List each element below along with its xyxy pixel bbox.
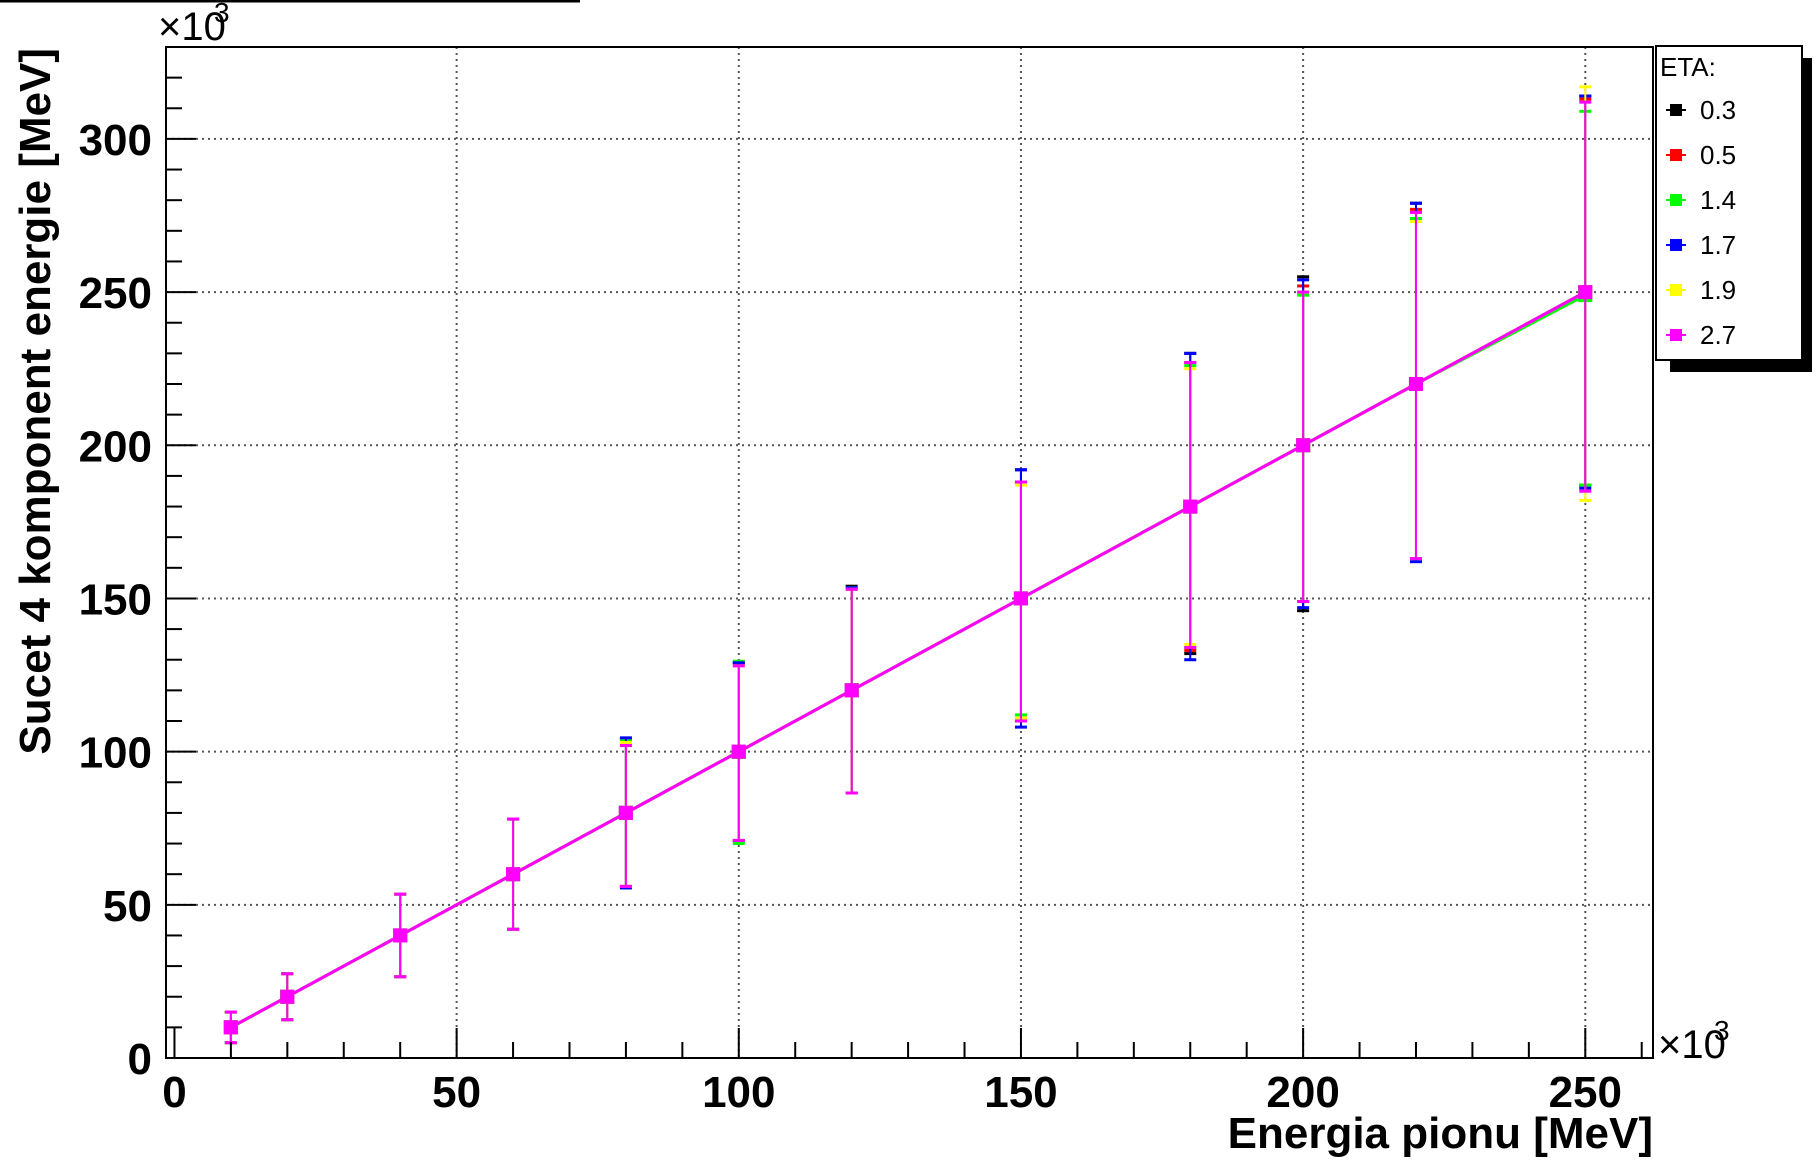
data-point (506, 867, 521, 882)
x-axis-title: Energia pionu [MeV] (1228, 1109, 1653, 1158)
series-0.5 (223, 97, 1593, 1045)
series-line (230, 290, 1586, 1029)
legend-entry: 1.7 (1666, 230, 1736, 260)
data-point (1408, 377, 1423, 391)
legend-entry: 1.9 (1666, 275, 1736, 305)
data-point (844, 683, 859, 698)
data-point (1578, 285, 1593, 300)
y-axis-multiplier: ×10 3 (158, 0, 230, 49)
legend-entry: 2.7 (1666, 320, 1736, 350)
series-0.3 (223, 94, 1593, 1045)
x-tick-label: 0 (162, 1068, 186, 1117)
series-layer (223, 85, 1593, 1045)
y-tick-label: 100 (79, 729, 152, 778)
y-tick-label: 250 (79, 269, 152, 318)
legend-label: 2.7 (1700, 320, 1736, 350)
y-tick-label: 300 (79, 116, 152, 165)
plot-frame (165, 46, 1654, 1059)
legend-title: ETA: (1660, 52, 1716, 82)
legend-entries: 0.3 0.5 1.4 1.7 1.9 2.7 (1666, 95, 1736, 350)
x-axis-multiplier: ×10 3 (1658, 1015, 1730, 1067)
legend-marker (1670, 239, 1682, 251)
legend-entry: 1.4 (1666, 185, 1736, 215)
svg-text:×10: ×10 (158, 5, 226, 49)
legend: ETA: 0.3 0.5 1.4 1.7 1.9 2.7 (1655, 45, 1812, 372)
legend-label: 0.5 (1700, 140, 1736, 170)
svg-text:×10: ×10 (1658, 1023, 1726, 1067)
legend-label: 1.4 (1700, 185, 1736, 215)
x-tick-label: 200 (1266, 1068, 1339, 1117)
legend-marker (1670, 149, 1682, 161)
y-tick-label: 150 (79, 575, 152, 624)
x-tick-label: 150 (984, 1068, 1057, 1117)
svg-text:3: 3 (1714, 1015, 1730, 1046)
legend-entry: 0.5 (1666, 140, 1736, 170)
legend-label: 1.9 (1700, 275, 1736, 305)
legend-marker (1670, 104, 1682, 116)
series-1.7 (223, 94, 1593, 1045)
legend-label: 0.3 (1700, 95, 1736, 125)
svg-text:3: 3 (214, 0, 230, 28)
data-point (393, 928, 408, 943)
x-axis-ticks: 0 50 100 150 200 250 (162, 1028, 1643, 1117)
x-tick-label: 250 (1549, 1068, 1622, 1117)
data-point (731, 744, 746, 759)
legend-marker (1670, 329, 1682, 341)
y-axis-title: Sucet 4 komponent energie [MeV] (11, 48, 60, 755)
grid (166, 47, 1653, 1058)
y-tick-label: 200 (79, 422, 152, 471)
legend-marker (1670, 284, 1682, 296)
data-point (618, 805, 633, 820)
series-2.7 (223, 100, 1593, 1045)
legend-label: 1.7 (1700, 230, 1736, 260)
x-tick-label: 100 (702, 1068, 775, 1117)
series-1.4 (223, 109, 1593, 1045)
data-point (280, 989, 295, 1004)
data-point (223, 1020, 238, 1035)
data-point (1013, 591, 1028, 606)
y-tick-label: 0 (128, 1035, 152, 1084)
x-tick-label: 50 (432, 1068, 481, 1117)
legend-marker (1670, 194, 1682, 206)
data-point (1183, 499, 1198, 514)
data-point (1296, 438, 1311, 453)
series-1.9 (223, 85, 1593, 1045)
y-tick-label: 50 (103, 882, 152, 931)
y-axis-ticks: 0 50 100 150 200 250 300 (79, 46, 196, 1084)
legend-entry: 0.3 (1666, 95, 1736, 125)
